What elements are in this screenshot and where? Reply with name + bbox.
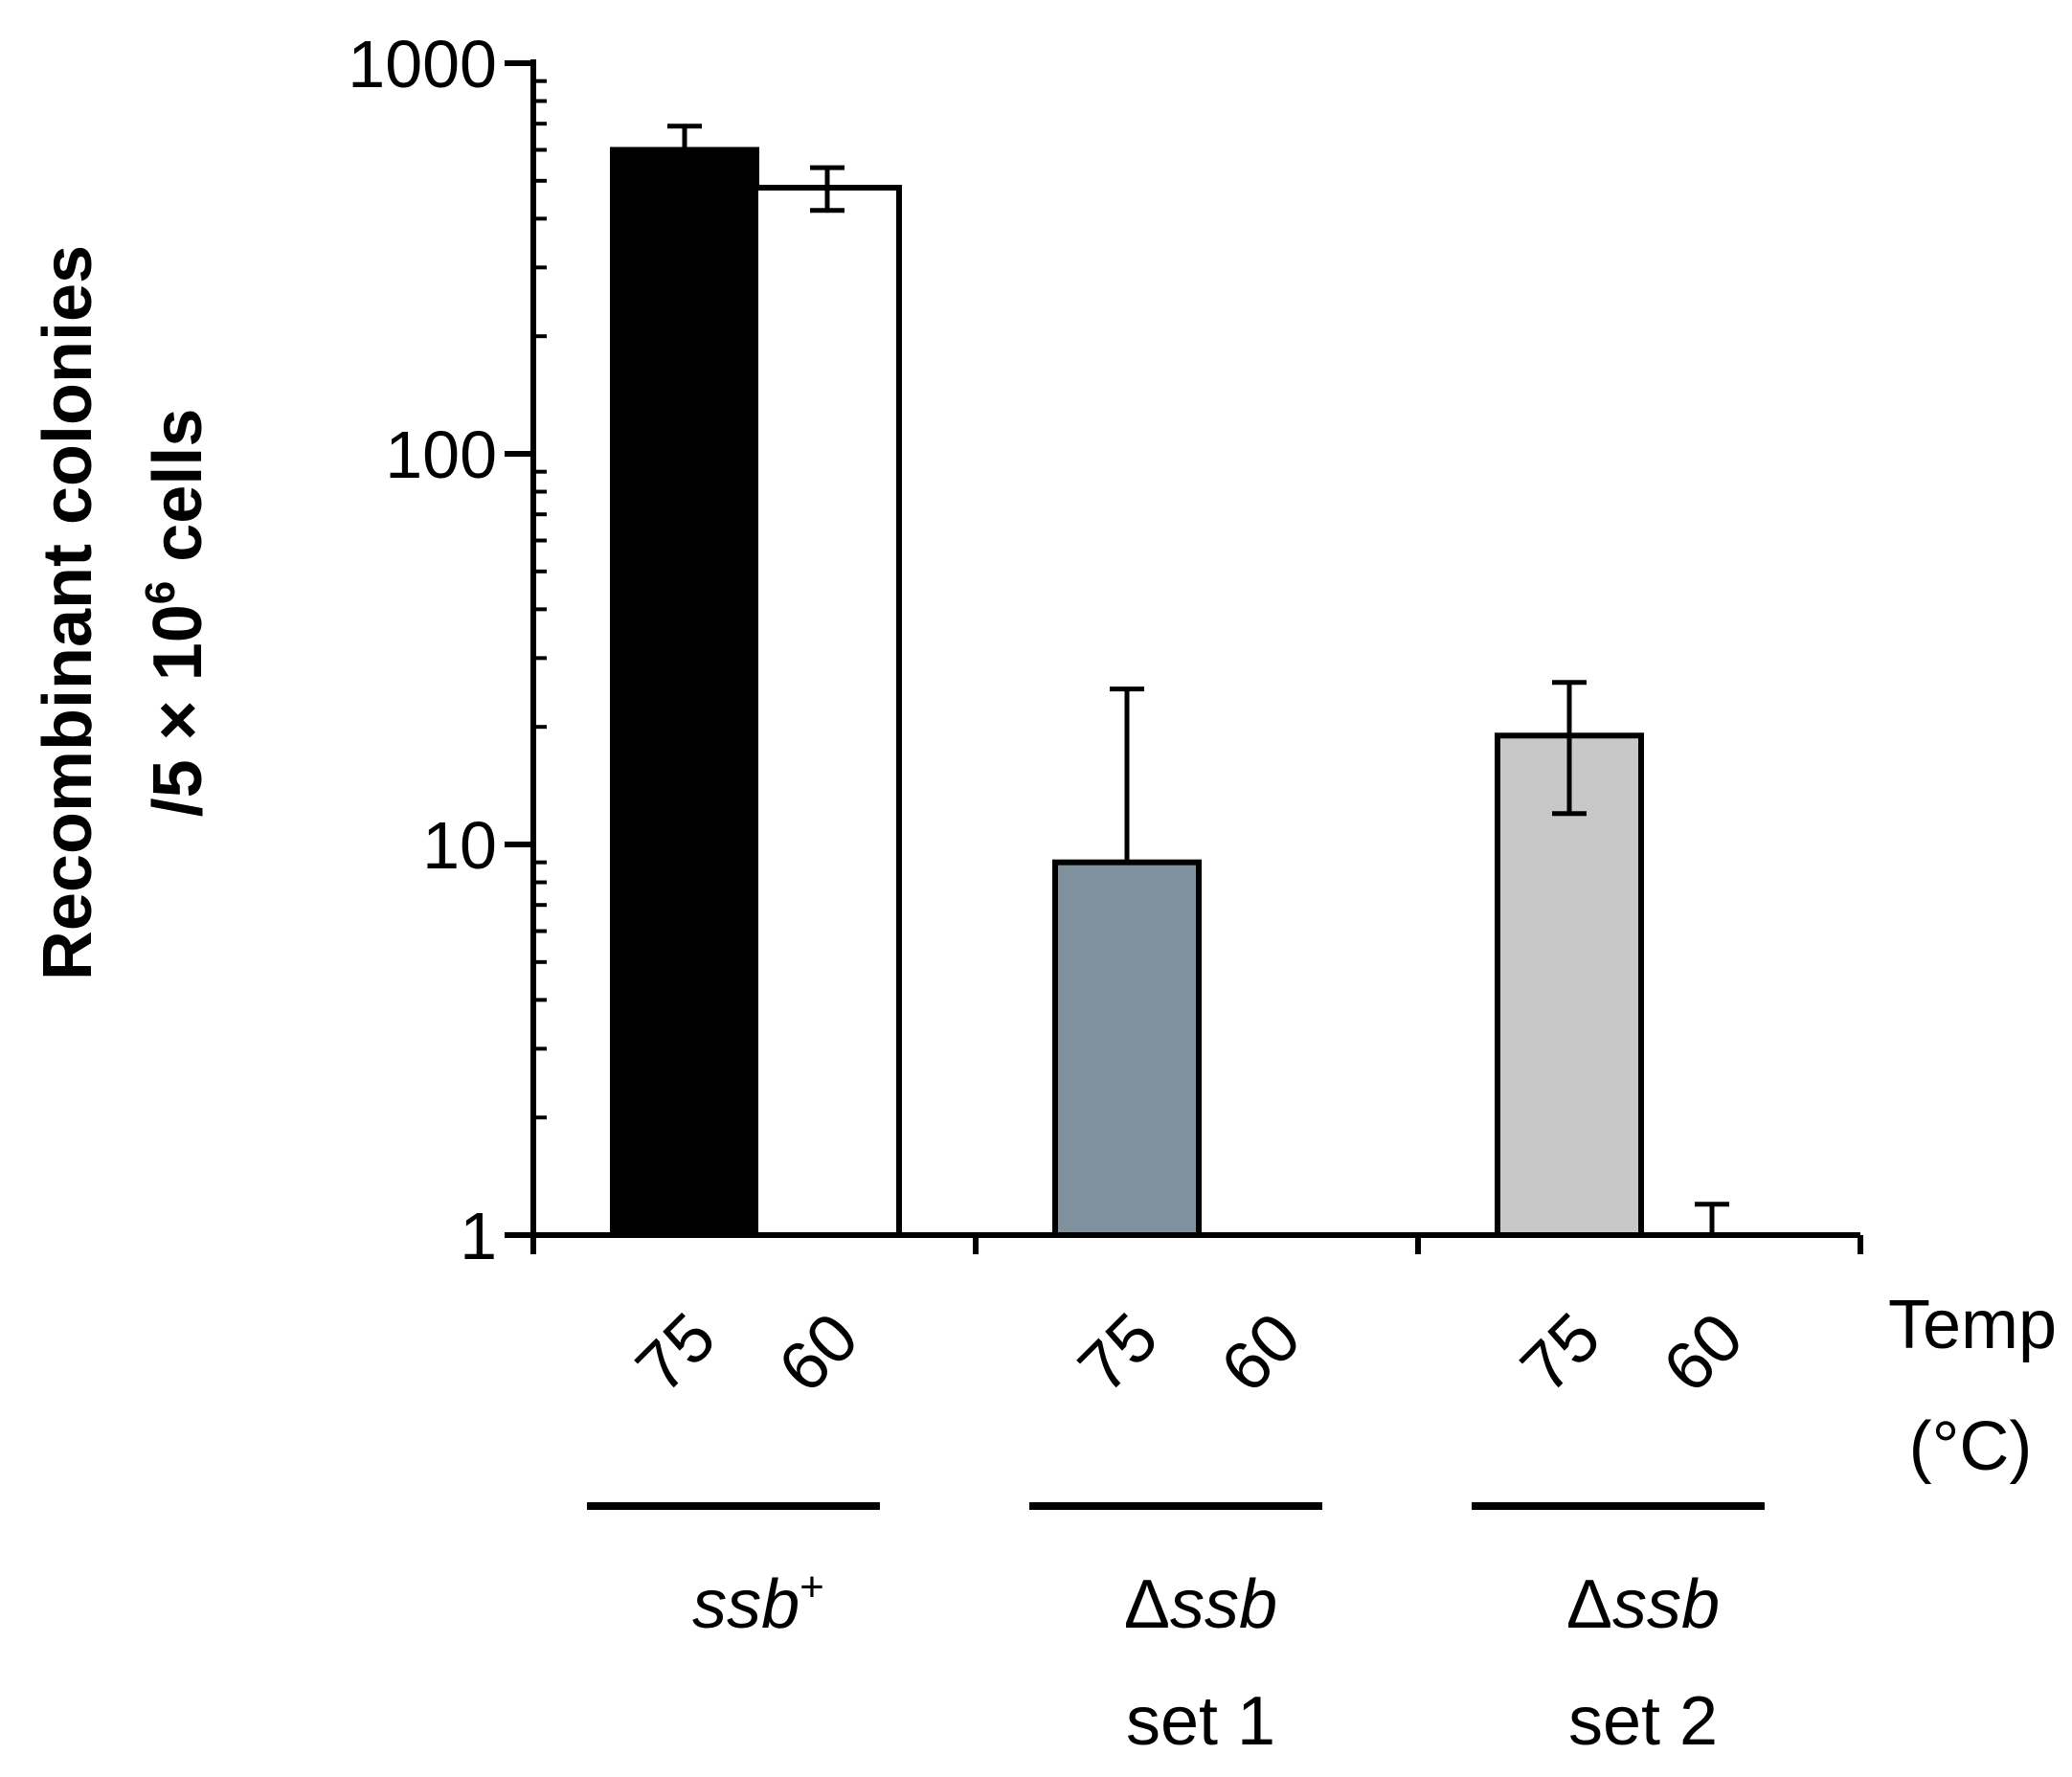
bar-1-0 xyxy=(1052,859,1202,1238)
temp-label-1-1: 60 xyxy=(1206,1298,1315,1406)
bars-layer xyxy=(610,124,1729,1238)
y-tick-label-3: 1000 xyxy=(348,27,497,101)
group-label-line2-1: set 1 xyxy=(1126,1683,1275,1760)
temp-label-0-0: 75 xyxy=(621,1298,730,1406)
y-tick-label-1: 10 xyxy=(422,808,497,883)
temp-axis-label-line1: Temp xyxy=(1888,1287,2057,1363)
temp-label-2-0: 75 xyxy=(1506,1298,1614,1406)
y-axis-label-line1: Recombinant colonies xyxy=(30,245,106,980)
group-label-2: Δssb xyxy=(1566,1566,1720,1643)
temp-label-1-0: 75 xyxy=(1064,1298,1172,1406)
y-axis-label-line2: /5 × 106 cells xyxy=(137,409,216,818)
bar-0-1 xyxy=(753,185,902,1238)
group-label-0: ssb+ xyxy=(692,1563,824,1643)
y-tick-label-0: 1 xyxy=(460,1199,497,1273)
temp-label-2-1: 60 xyxy=(1649,1298,1757,1406)
y-axis-label: Recombinant colonies/5 × 106 cells xyxy=(30,245,216,980)
group-label-line2-2: set 2 xyxy=(1568,1683,1718,1760)
temp-axis-label-line2: (°C) xyxy=(1909,1408,2033,1485)
y-tick-label-2: 100 xyxy=(385,417,497,492)
axes-layer: 1 10 100 1000 xyxy=(348,27,1863,1273)
x-labels-layer: 75 60 ssb+ 75 60 Δssb set 1 75 60 Δssb set 2 Temp (°… xyxy=(587,1287,2057,1760)
temp-label-0-1: 60 xyxy=(764,1298,872,1406)
bar-0-0 xyxy=(610,146,759,1238)
group-label-1: Δssb xyxy=(1124,1566,1277,1643)
